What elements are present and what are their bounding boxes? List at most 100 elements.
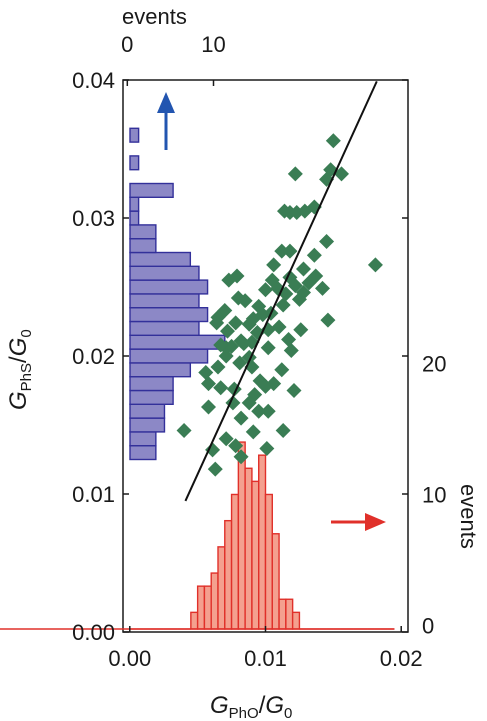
hist-x-bar	[271, 533, 280, 630]
y-axis-label-main: G	[5, 391, 32, 410]
scatter-point	[201, 376, 216, 392]
hist-y-bar	[129, 224, 157, 240]
hist-y-bar	[129, 431, 157, 447]
scatter-point	[315, 280, 330, 296]
scatter-point	[232, 355, 248, 371]
hist-x-bar	[196, 585, 206, 630]
hist-y-bar	[129, 196, 140, 212]
scatter-series	[176, 133, 383, 477]
scatter-point	[274, 362, 290, 378]
y-axis-label-sub: PhS	[18, 363, 35, 391]
hist-x-bar	[285, 598, 294, 630]
hist-y-bar	[129, 279, 209, 295]
scatter-point	[296, 261, 311, 277]
scatter-point	[320, 312, 336, 328]
scatter-point	[293, 322, 309, 338]
scatter-point	[274, 243, 290, 259]
scatter-point	[367, 257, 383, 273]
arrow-red-head	[365, 513, 386, 531]
scatter-point	[306, 247, 322, 263]
x-axis-label-sub: PhO	[229, 705, 259, 721]
scatter-point	[218, 348, 234, 364]
y-axis-label-sub2: 0	[18, 329, 35, 337]
hist-x-bar	[190, 611, 199, 630]
scatter-point	[260, 403, 276, 419]
arrows	[157, 92, 386, 531]
scatter-point	[283, 342, 299, 358]
scatter-point	[296, 285, 311, 301]
scatter-point	[287, 278, 303, 294]
x-axis-label: GPhO/G0	[210, 692, 292, 721]
scatter-point	[241, 395, 257, 411]
scatter-point	[205, 442, 221, 458]
hist-x-bar	[210, 572, 219, 630]
scatter-point	[281, 331, 297, 347]
hist-x-bar	[217, 546, 226, 630]
scatter-point	[233, 410, 249, 426]
x-axis-label-main2: G	[265, 692, 284, 719]
scatter-point	[209, 315, 225, 331]
y-tick-label: 0.02	[72, 344, 115, 369]
hist-y-bar	[129, 389, 174, 406]
right-axis-label: events	[456, 484, 481, 549]
hist-y-bar	[129, 251, 192, 268]
scatter-point	[224, 338, 240, 354]
hist-y-bar	[129, 237, 157, 254]
scatter-point	[282, 243, 298, 259]
right-tick-label: 20	[422, 351, 446, 376]
y-tick-label: 0.00	[72, 620, 115, 645]
histogram-x	[0, 441, 395, 630]
hist-y-bar	[129, 127, 140, 143]
scatter-point	[245, 424, 261, 440]
scatter-point	[251, 403, 267, 419]
scatter-point	[201, 399, 216, 415]
scatter-point	[241, 316, 257, 332]
scatter-point	[228, 438, 244, 454]
scatter-point	[220, 323, 235, 339]
x-tick-label: 0.00	[108, 646, 151, 671]
hist-y-bar	[129, 182, 174, 199]
scatter-point	[334, 166, 349, 182]
scatter-point	[213, 337, 229, 353]
y-tick-label: 0.03	[72, 206, 115, 231]
scatter-point	[229, 268, 245, 284]
top-axis-label: events	[122, 4, 187, 29]
scatter-point	[286, 383, 302, 398]
hist-x-bar	[278, 598, 287, 630]
scatter-point	[271, 319, 287, 335]
scatter-point	[213, 380, 229, 396]
scatter-point	[198, 365, 214, 381]
hist-y-bar	[129, 265, 200, 281]
scatter-point	[207, 461, 223, 477]
scatter-point	[287, 166, 303, 182]
right-tick-label: 10	[422, 482, 446, 507]
x-axis-label-slash: /	[259, 692, 266, 719]
scatter-point	[233, 449, 249, 465]
y-axis-label-slash: /	[5, 356, 32, 363]
scatter-point	[210, 359, 226, 375]
scatter-point	[241, 349, 257, 365]
scatter-point	[266, 257, 282, 273]
scatter-point	[319, 233, 335, 249]
hist-y-bar	[129, 293, 200, 309]
scatter-point	[228, 315, 244, 331]
hist-y-bar	[129, 362, 192, 378]
scatter-point	[258, 282, 273, 298]
hist-y-bar	[129, 417, 166, 433]
hist-y-bar	[129, 376, 174, 392]
top-tick-label: 0	[121, 32, 133, 57]
scatter-point	[237, 293, 253, 309]
hist-x-bar	[244, 467, 253, 630]
hist-x-bar	[203, 585, 212, 630]
hist-y-bar	[129, 445, 157, 461]
scatter-point	[308, 268, 324, 284]
y-tick-label: 0.01	[72, 482, 115, 507]
scatter-point	[218, 431, 234, 447]
scatter-point	[260, 340, 276, 356]
hist-y-bar	[129, 403, 166, 419]
hist-y-bar	[129, 348, 209, 364]
hist-y-bar	[129, 155, 140, 171]
hist-x-bar	[230, 493, 240, 630]
